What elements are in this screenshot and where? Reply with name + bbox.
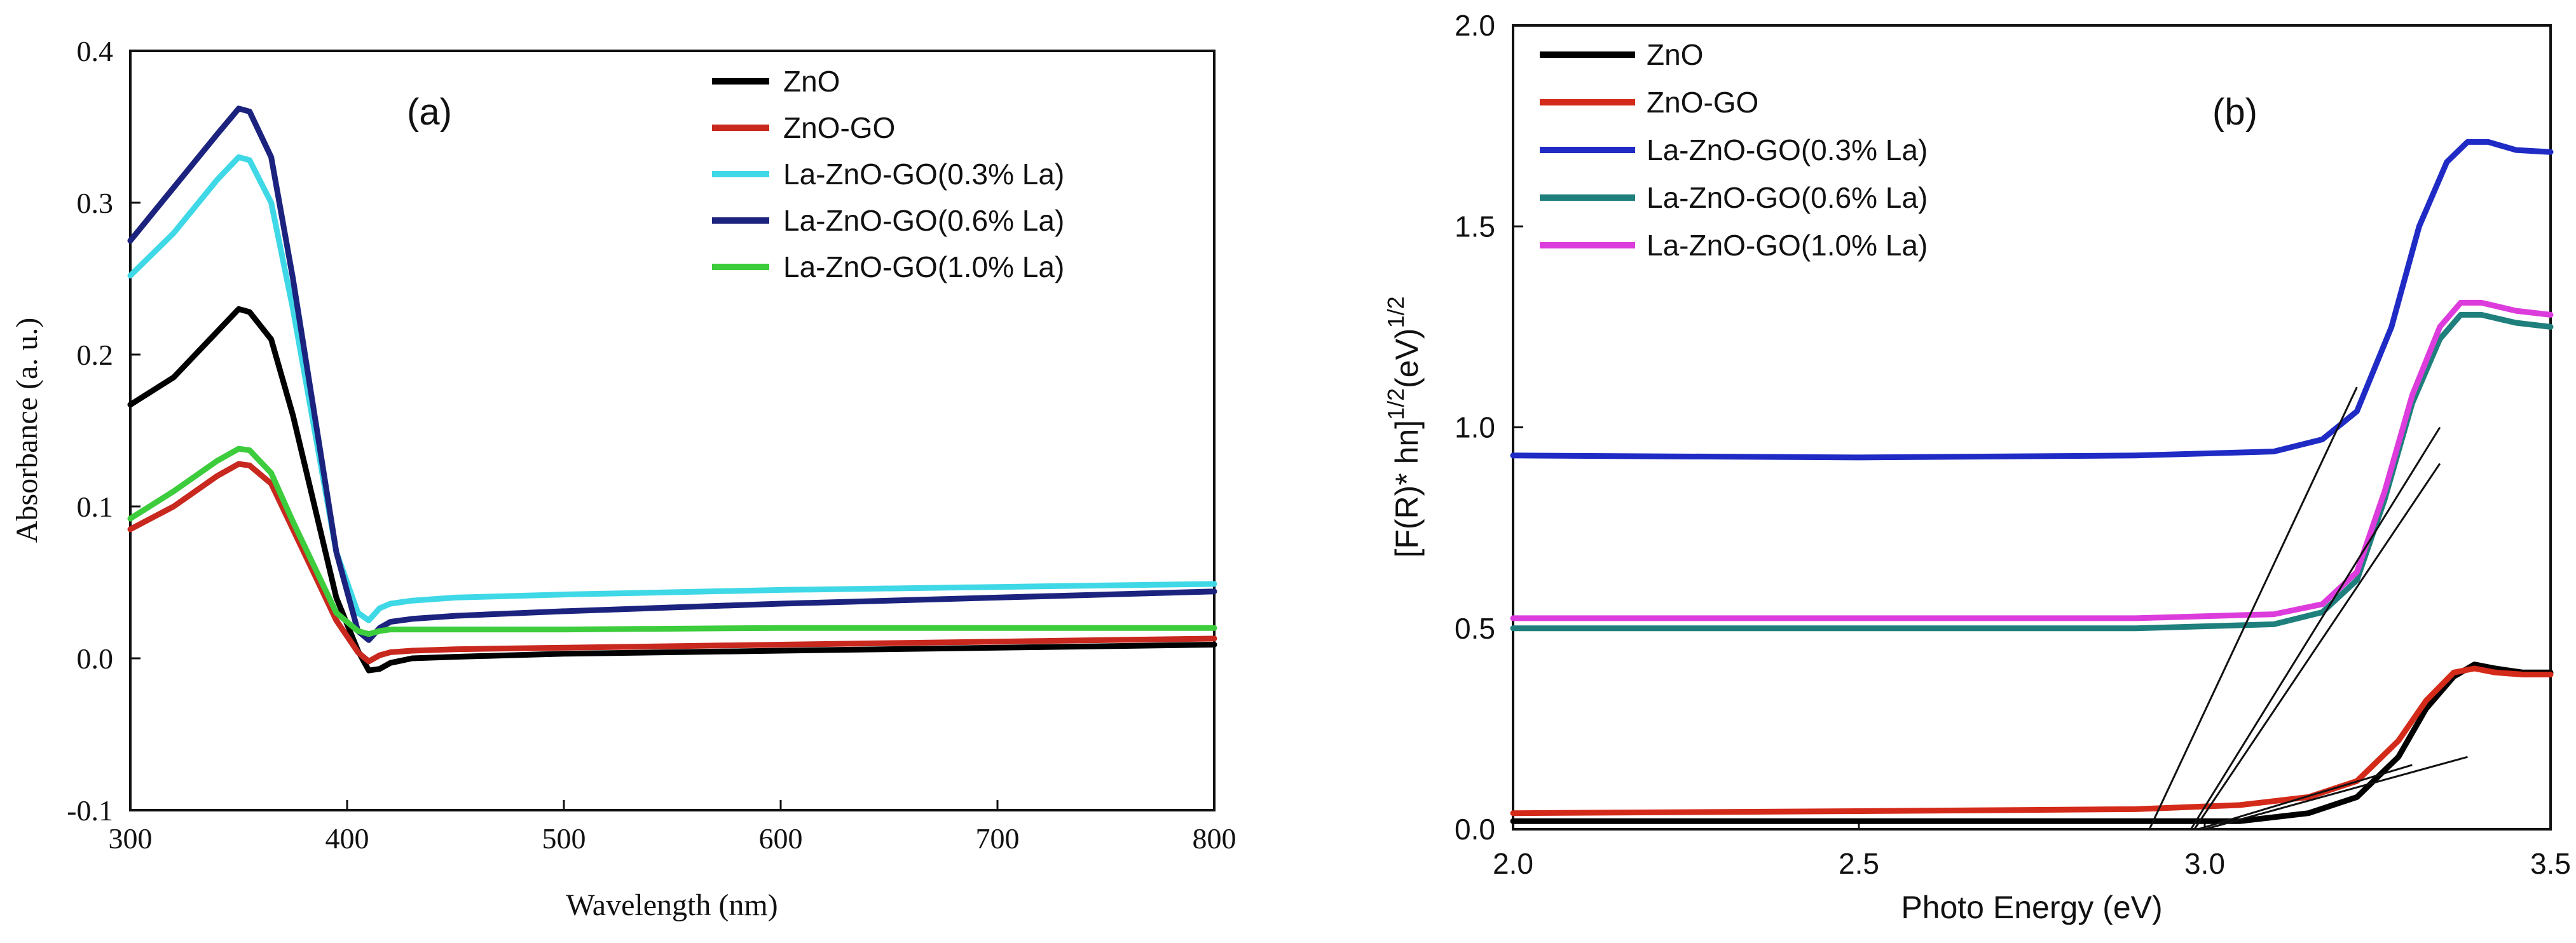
series-line-la-zno-go-0-6-la- <box>1510 311 2554 632</box>
y-tick-label: -0.1 <box>67 794 113 827</box>
panel-b-y-axis-title: [F(R)* hn]1/2(eV)1/2 <box>1383 296 1425 557</box>
y-title-sup1: 1/2 <box>1383 388 1409 420</box>
panel-b-ticks: 2.0 2.5 3.0 3.5 0.0 0.5 1.0 1.5 2.0 <box>1455 9 2571 880</box>
panel-a-frame <box>129 50 1216 811</box>
series-line-zno <box>127 306 1217 674</box>
legend-label: ZnO <box>1647 38 1703 71</box>
y-tick-label: 0.5 <box>1455 612 1495 645</box>
tangent-line <box>2197 764 2413 831</box>
series-line-la-zno-go-0-3-la- <box>127 154 1217 623</box>
y-title-sup2: 1/2 <box>1383 296 1409 328</box>
x-tick-label: 2.0 <box>1493 847 1533 880</box>
x-tick-label: 300 <box>109 822 153 855</box>
panel-b: 2.0 2.5 3.0 3.5 0.0 0.5 1.0 1.5 2.0 ZnO ZnO-GO La-… <box>1383 9 2571 925</box>
panel-a-legend: ZnO ZnO-GO La-ZnO-GO(0.3% La) La-ZnO-GO(0.6… <box>712 65 1064 283</box>
panel-a: 300 400 500 600 700 800 -0.1 0.0 0.1 0.2 0.3 0.4 Zn… <box>10 35 1237 922</box>
x-tick-label: 800 <box>1193 822 1237 855</box>
series-line-zno-go <box>127 461 1217 665</box>
panel-b-label: (b) <box>2212 92 2257 133</box>
panel-b-series <box>1510 139 2554 824</box>
legend-label: La-ZnO-GO(1.0% La) <box>783 250 1064 283</box>
panel-b-legend: ZnO ZnO-GO La-ZnO-GO(0.3% La) La-ZnO-GO(0.6… <box>1540 38 1928 262</box>
panel-a-x-axis-title: Wavelength (nm) <box>566 888 778 922</box>
x-tick-label: 3.5 <box>2530 847 2571 880</box>
y-tick-label: 0.2 <box>77 339 114 371</box>
y-tick-label: 1.5 <box>1455 210 1495 243</box>
y-title-main: [F(R)* hn] <box>1389 420 1425 558</box>
legend-label: La-ZnO-GO(1.0% La) <box>1647 229 1928 262</box>
series-line-zno-go <box>1510 665 2554 817</box>
y-tick-label: 0.1 <box>77 491 114 523</box>
series-line-zno <box>1510 661 2554 824</box>
series-line-la-zno-go-0-3-la- <box>1510 139 2554 461</box>
y-tick-label: 0.4 <box>77 35 114 67</box>
panel-a-series <box>127 105 1217 674</box>
x-tick-label: 2.5 <box>1839 847 1879 880</box>
legend-label: La-ZnO-GO(0.6% La) <box>783 204 1064 237</box>
panel-a-label: (a) <box>407 92 452 133</box>
y-title-mid: (eV) <box>1389 328 1425 388</box>
x-tick-label: 400 <box>325 822 369 855</box>
series-line-la-zno-go-1-0-la- <box>127 445 1217 637</box>
legend-label: ZnO <box>783 65 840 98</box>
panel-b-x-axis-title: Photo Energy (eV) <box>1901 890 2162 925</box>
legend-label: ZnO-GO <box>783 111 895 144</box>
y-tick-label: 0.0 <box>1455 813 1495 846</box>
y-tick-label: 1.0 <box>1455 411 1495 444</box>
legend-label: La-ZnO-GO(0.3% La) <box>783 158 1064 191</box>
x-tick-label: 600 <box>759 822 803 855</box>
tangent-line <box>2189 426 2441 830</box>
y-tick-label: 2.0 <box>1455 9 1495 42</box>
panel-b-tangent-lines <box>2148 386 2468 831</box>
tangent-line <box>2193 463 2441 830</box>
y-tick-label: 0.0 <box>77 642 114 675</box>
legend-label: La-ZnO-GO(0.6% La) <box>1647 181 1928 214</box>
series-line-la-zno-go-1-0-la- <box>1510 299 2554 621</box>
panel-a-ticks: 300 400 500 600 700 800 -0.1 0.0 0.1 0.2 0.3 0.4 <box>67 35 1236 855</box>
tangent-line <box>2148 386 2358 830</box>
x-tick-label: 3.0 <box>2184 847 2225 880</box>
tangent-line <box>2204 756 2468 831</box>
y-tick-label: 0.3 <box>77 187 114 219</box>
x-tick-label: 700 <box>976 822 1020 855</box>
panel-a-y-axis-title: Absorbance (a. u.) <box>10 318 44 543</box>
legend-label: ZnO-GO <box>1647 86 1758 119</box>
x-tick-label: 500 <box>542 822 586 855</box>
legend-label: La-ZnO-GO(0.3% La) <box>1647 133 1928 166</box>
